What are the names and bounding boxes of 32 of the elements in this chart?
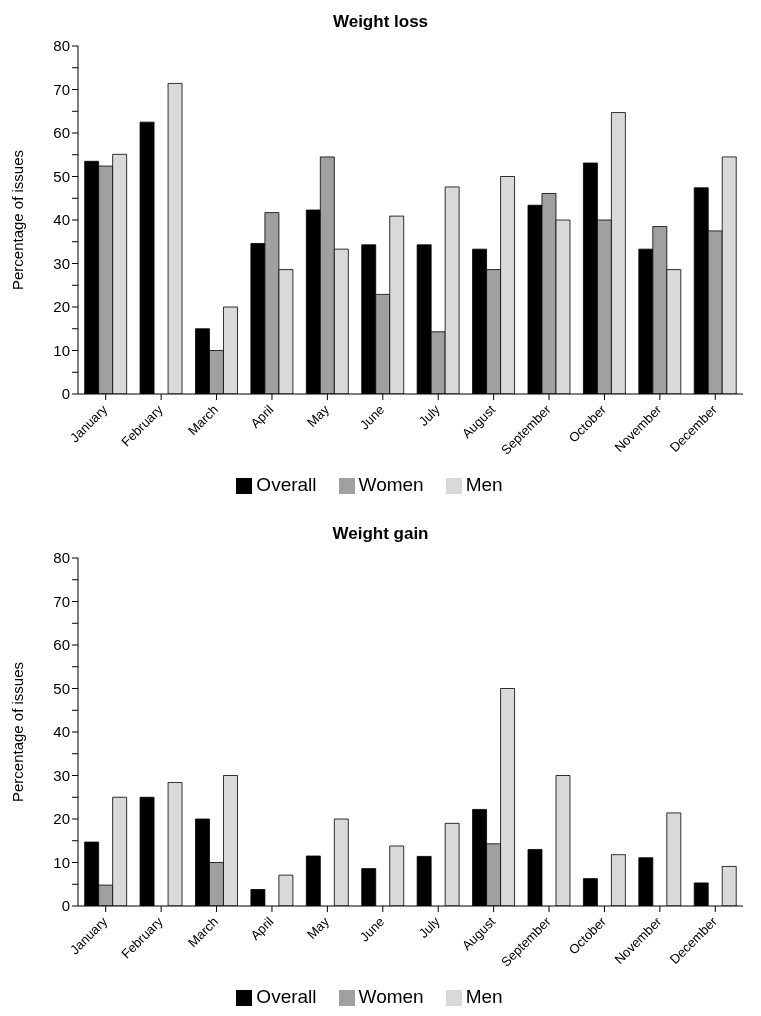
legend-label: Men [465, 474, 503, 495]
x-tick-label: May [303, 401, 333, 430]
y-tick-label: 10 [53, 853, 70, 871]
y-tick-label: 40 [53, 723, 70, 741]
y-tick-label: 70 [53, 80, 70, 98]
chart-title: Weight gain [331, 523, 430, 545]
y-tick-label: 70 [53, 592, 70, 610]
y-tick-label: 40 [53, 211, 70, 229]
y-tick-label: 80 [53, 37, 70, 55]
y-tick-label: 50 [53, 167, 70, 185]
y-tick-label: 0 [61, 385, 70, 403]
y-tick-label: 80 [53, 549, 70, 567]
y-tick-label: 0 [61, 897, 70, 915]
y-axis-title: Percentage of issues [9, 149, 27, 291]
y-tick-label: 30 [53, 254, 70, 272]
y-tick-label: 20 [53, 298, 70, 316]
legend-label: Women [358, 474, 424, 495]
y-tick-label: 30 [53, 766, 70, 784]
x-tick-label: May [303, 913, 333, 942]
x-tick-label: July [415, 913, 444, 941]
y-tick-label: 60 [53, 636, 70, 654]
legend-label: Overall [256, 474, 317, 495]
y-tick-label: 50 [53, 679, 70, 697]
y-axis-title: Percentage of issues [9, 661, 27, 803]
y-tick-label: 20 [53, 810, 70, 828]
chart-title: Weight loss [331, 11, 430, 33]
y-tick-label: 10 [53, 341, 70, 359]
legend-label: Overall [256, 986, 317, 1007]
legend-label: Men [465, 986, 503, 1007]
y-tick-label: 60 [53, 124, 70, 142]
x-tick-label: July [415, 401, 444, 429]
legend-label: Women [358, 986, 424, 1007]
